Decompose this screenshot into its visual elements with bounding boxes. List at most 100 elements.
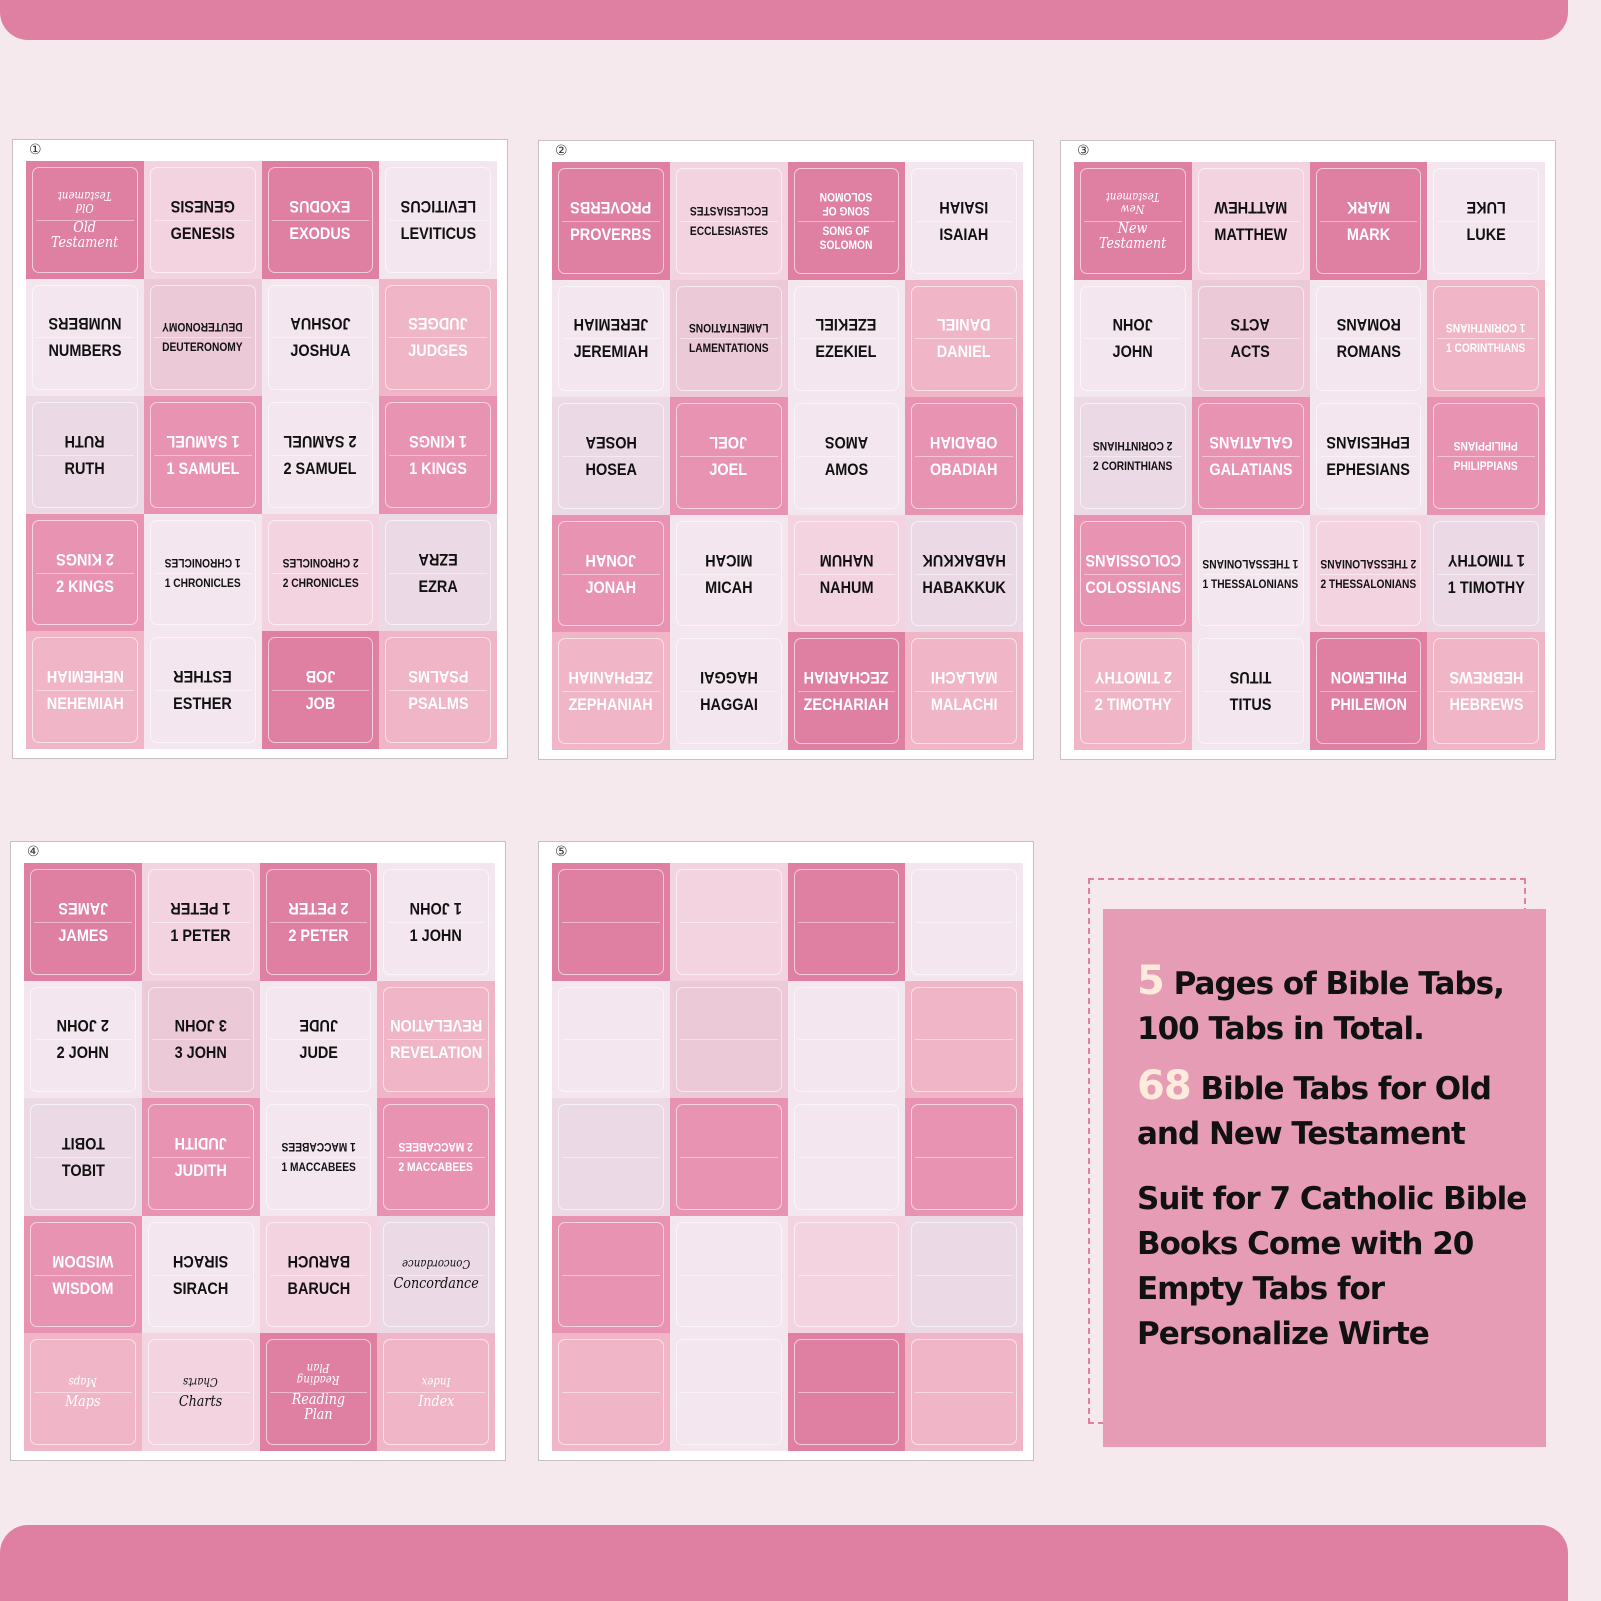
tab-label-mirrored: 1 KINGS — [409, 431, 468, 451]
tab-label-mirrored: ESTHER — [173, 667, 232, 687]
tab-fold-line — [153, 337, 252, 339]
tab-label-mirrored: SIRACH — [172, 1251, 229, 1271]
tab-label-mirrored: 1 CHRONICLES — [164, 555, 241, 570]
tab-outline — [383, 869, 489, 975]
tab-outline — [793, 168, 900, 274]
bible-tab: PSALMS PSALMS — [379, 631, 497, 749]
tab-grid: PROVERBS PROVERBS ECCLESIASTES ECCLESIASTES… — [552, 162, 1023, 750]
bible-tab: JOEL JOEL — [669, 397, 788, 515]
bible-tab: LUKE LUKE — [1427, 162, 1545, 280]
tab-fold-line — [387, 921, 485, 923]
bible-tab: 1 TIMOTHY 1 TIMOTHY — [1427, 514, 1545, 633]
bottom-banner-bar — [0, 1525, 1568, 1601]
tab-outline — [793, 638, 900, 744]
tab-label: 1 CHRONICLES — [164, 575, 241, 590]
tab-fold-line — [1084, 455, 1182, 457]
tab-fold-line — [562, 691, 660, 693]
sheet-number: ⑤ — [555, 844, 568, 860]
bible-tab: JEREMIAH JEREMIAH — [552, 279, 670, 398]
tab-label: MATTHEW — [1214, 224, 1288, 244]
tab-outline — [147, 986, 254, 1093]
tab-label-mirrored: 2 PETER — [288, 898, 349, 918]
tab-label: HAGGAI — [699, 695, 758, 715]
tab-outline — [911, 986, 1017, 1093]
bible-tab: NEHEMIAH NEHEMIAH — [26, 631, 144, 749]
tab-fold-line — [151, 1392, 250, 1394]
bible-tab: NAHUM NAHUM — [787, 514, 906, 633]
tab-label-mirrored: 1 PETER — [170, 898, 231, 918]
tab-fold-line — [36, 690, 134, 692]
bible-tab: 1 SAMUEL 1 SAMUEL — [143, 396, 262, 514]
tab-label-mirrored: ECCLESIASTES — [689, 203, 768, 218]
tab-label-mirrored: PHILIPPIANS — [1454, 438, 1519, 453]
tab-outline — [558, 285, 664, 392]
empty-tab — [552, 1098, 670, 1216]
empty-tab — [905, 1098, 1023, 1216]
tab-label-mirrored: JOHN — [1112, 315, 1153, 335]
tab-outline — [675, 285, 782, 392]
tab-outline — [149, 167, 256, 273]
tab-outline — [558, 638, 664, 744]
tab-label: PHILEMON — [1330, 695, 1407, 715]
bible-tab: RUTH RUTH — [26, 396, 144, 514]
tab-label: New Testament — [1099, 218, 1167, 252]
tab-label: DANIEL — [937, 342, 992, 362]
tab-outline — [675, 168, 782, 274]
tab-label-mirrored: NEHEMIAH — [46, 667, 124, 687]
tab-fold-line — [1084, 220, 1182, 222]
tab-fold-line — [271, 219, 370, 221]
tab-outline — [911, 638, 1017, 744]
tab-outline — [911, 168, 1017, 274]
bible-tab: HOSEA HOSEA — [552, 397, 670, 515]
tab-label: PSALMS — [408, 694, 469, 714]
tab-label: 2 JOHN — [56, 1043, 109, 1063]
empty-tab — [669, 863, 788, 981]
tab-outline — [911, 1104, 1017, 1210]
tab-outline — [675, 520, 782, 627]
empty-tab — [905, 863, 1023, 981]
bible-tab: 2 SAMUEL 2 SAMUEL — [261, 396, 380, 514]
bible-tab: JAMES JAMES — [24, 863, 142, 981]
tab-outline — [267, 284, 374, 391]
tab-outline — [558, 168, 664, 274]
tab-fold-line — [562, 1156, 660, 1158]
tab-fold-line — [1084, 338, 1182, 340]
empty-tab — [669, 1333, 788, 1451]
tab-fold-line — [1084, 573, 1182, 575]
bible-tab: DEUTERONOMY DEUTERONOMY — [143, 278, 262, 397]
tab-label-mirrored: 2 CORINTHIANS — [1093, 438, 1173, 453]
tab-label: NEHEMIAH — [46, 694, 124, 714]
tab-outline — [558, 1339, 664, 1445]
tab-outline — [793, 285, 900, 392]
bible-tab: BARUCH BARUCH — [259, 1215, 378, 1334]
tab-fold-line — [915, 573, 1013, 575]
tab-outline — [385, 284, 491, 391]
bible-tab: 2 JOHN 2 JOHN — [24, 980, 142, 1099]
tab-outline — [265, 986, 372, 1093]
tab-label: AMOS — [824, 459, 869, 479]
sheet-number: ② — [555, 143, 568, 159]
tab-outline — [1197, 285, 1304, 392]
bible-tab: Concordance Concordance — [377, 1215, 495, 1334]
tab-label-mirrored: Maps — [68, 1374, 98, 1389]
tab-outline — [793, 1339, 900, 1445]
tab-fold-line — [151, 1274, 250, 1276]
tab-fold-line — [562, 455, 660, 457]
tab-label: ESTHER — [173, 694, 232, 714]
tab-fold-line — [151, 921, 250, 923]
tab-fold-line — [797, 338, 896, 340]
tab-label-mirrored: LAMENTATIONS — [688, 321, 769, 336]
tab-outline — [1080, 520, 1186, 627]
tab-label-mirrored: 1 JOHN — [410, 898, 463, 918]
bible-tab: TITUS TITUS — [1191, 632, 1310, 750]
tab-fold-line — [34, 1156, 132, 1158]
tab-label: TOBIT — [61, 1160, 105, 1180]
sheet-number: ③ — [1077, 143, 1090, 159]
tab-fold-line — [387, 1392, 485, 1394]
tab-outline — [1315, 520, 1422, 627]
bible-tab: 1 JOHN 1 JOHN — [377, 863, 495, 981]
tab-fold-line — [151, 1039, 250, 1041]
tab-fold-line — [797, 1156, 896, 1158]
bible-tab: EPHESIANS EPHESIANS — [1309, 397, 1428, 515]
empty-tab — [552, 863, 670, 981]
